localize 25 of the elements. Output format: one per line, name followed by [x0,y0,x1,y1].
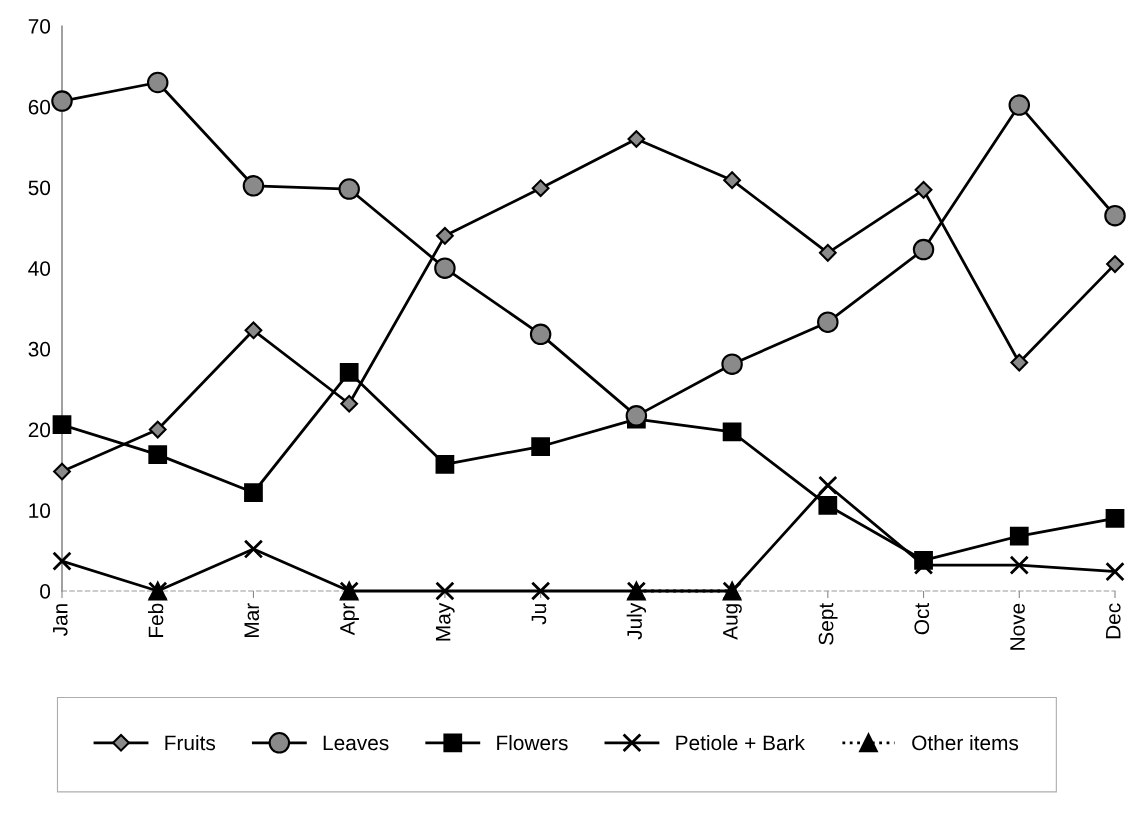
legend-label: Fruits [165,734,216,751]
y-tick-label: 20 [28,422,51,438]
x-tick-label: Oct [914,602,930,635]
y-tick-label: 30 [28,341,51,357]
legend-label: Flowers [497,734,568,751]
legend-label: Other items [912,734,1019,751]
x-tick-label: Sept [818,602,838,645]
y-tick-label: 0 [40,584,51,599]
x-tick-label: Apr [340,603,359,636]
x-tick-label: July [626,602,647,640]
x-tick-label: Mar [244,603,260,637]
y-tick-label: 50 [28,180,51,196]
x-tick-label: Dec [1106,603,1121,639]
legend-label: Leaves [323,735,389,751]
legend-label: Petiole + Bark [676,734,805,751]
x-tick-label: Ju [531,604,547,625]
y-tick-label: 60 [28,99,51,115]
y-tick-label: 10 [29,503,51,519]
x-tick-label: Nove [1010,603,1025,650]
y-tick-label: 70 [28,19,51,34]
x-tick-label: Jan [53,604,68,637]
x-tick-label: Feb [148,603,164,637]
y-tick-label: 40 [28,261,51,276]
x-tick-label: May [435,602,455,641]
x-tick-label: Aug [723,604,742,640]
